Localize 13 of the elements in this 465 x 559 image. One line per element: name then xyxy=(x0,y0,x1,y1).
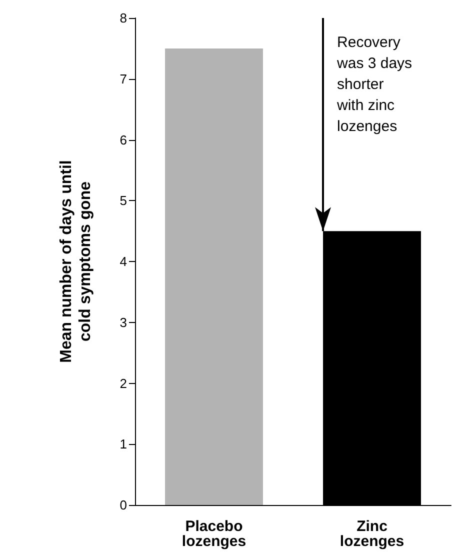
y-tick-label: 2 xyxy=(120,376,127,391)
y-tick-label: 6 xyxy=(120,132,127,148)
y-tick-label: 8 xyxy=(120,10,127,26)
y-tick-label: 0 xyxy=(120,498,127,512)
y-tick-label: 4 xyxy=(120,254,127,269)
y-tick-label: 5 xyxy=(120,193,127,208)
y-tick-label: 7 xyxy=(120,71,127,86)
y-tick-label: 1 xyxy=(120,436,127,452)
annotation: Recovery was 3 days shorter with zinc lozenges xyxy=(336,34,412,135)
y-tick-label: 3 xyxy=(120,314,127,330)
y-axis-title: Mean number of days until cold symptoms gone xyxy=(58,160,94,363)
x-tick-label: Placebo lozenges xyxy=(182,518,246,550)
x-tick-label: Zinc lozenges xyxy=(340,518,404,550)
